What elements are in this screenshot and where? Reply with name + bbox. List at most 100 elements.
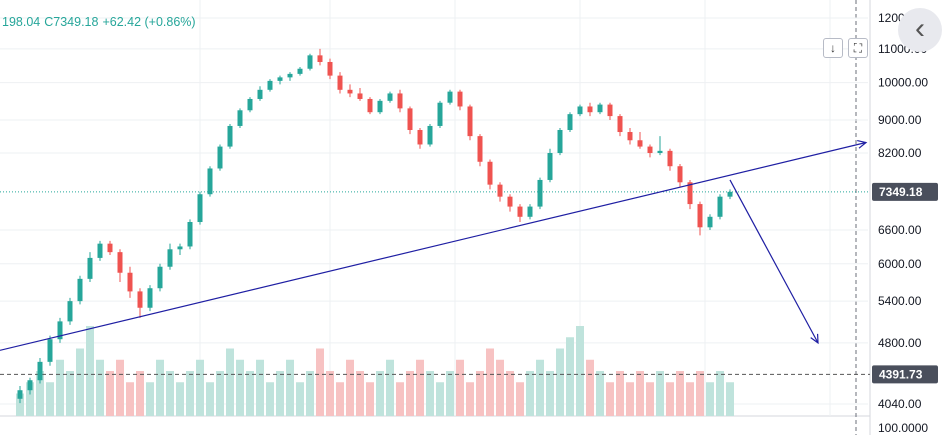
volume-bar: [26, 382, 34, 416]
volume-bar: [76, 348, 84, 416]
y-tick-label: 5400.00: [878, 294, 922, 308]
candle-body: [427, 125, 433, 145]
volume-bar: [106, 371, 114, 416]
volume-bar: [696, 371, 704, 416]
candle-body: [317, 55, 323, 62]
volume-bar: [56, 359, 64, 416]
volume-bar: [96, 359, 104, 416]
candle-body: [167, 249, 173, 267]
candle-body: [467, 106, 473, 137]
change-value: +62.42 (+0.86%): [102, 15, 196, 29]
candle-body: [517, 206, 523, 217]
volume-bar: [526, 371, 534, 416]
volume-bar: [626, 382, 634, 416]
close-value: C7349.18: [44, 15, 99, 29]
volume-bar: [126, 382, 134, 416]
candle-body: [407, 108, 413, 130]
candle-body: [667, 150, 673, 167]
volume-bar: [686, 382, 694, 416]
volume-bar: [426, 371, 434, 416]
candle-body: [217, 146, 223, 169]
volume-bar: [666, 382, 674, 416]
value-a: 198.04: [2, 15, 41, 29]
current-price-badge-bg: [872, 182, 938, 201]
volume-bar: [546, 371, 554, 416]
candle-body: [127, 272, 133, 292]
candle-body: [277, 77, 283, 81]
candle-body: [187, 222, 193, 247]
volume-bar: [206, 382, 214, 416]
volume-bar: [156, 359, 164, 416]
volume-bar: [66, 371, 74, 416]
volume-bar: [356, 371, 364, 416]
candle-body: [657, 150, 663, 154]
candle-body: [727, 191, 733, 197]
volume-bar: [226, 348, 234, 416]
volume-bar: [136, 371, 144, 416]
volume-bar: [326, 371, 334, 416]
candle-body: [267, 80, 273, 90]
volume-bar: [436, 382, 444, 416]
candle-body: [307, 55, 313, 69]
candle-body: [697, 204, 703, 228]
candle-body: [437, 102, 443, 126]
volume-axis-label: 100.0000: [878, 421, 928, 435]
candle-body: [527, 206, 533, 217]
volume-bar: [246, 371, 254, 416]
candle-body: [227, 125, 233, 147]
candle-body: [397, 93, 403, 109]
trendline-arrowhead: [857, 140, 868, 149]
candle-body: [567, 114, 573, 130]
volume-bar: [196, 359, 204, 416]
candle-body: [547, 153, 553, 180]
candle-body: [197, 194, 203, 223]
volume-bar: [486, 348, 494, 416]
candle-body: [287, 73, 293, 78]
candle-body: [157, 266, 163, 289]
candle-body: [647, 146, 653, 154]
y-tick-label: 10000.00: [878, 76, 928, 90]
candle-body: [607, 104, 613, 117]
candle-body: [137, 291, 143, 308]
candle-body: [87, 257, 93, 279]
volume-bar: [706, 382, 714, 416]
volume-bar: [636, 371, 644, 416]
fullscreen-button[interactable]: ⛶: [848, 38, 868, 58]
nav-back-button[interactable]: ‹: [898, 8, 942, 52]
candle-body: [337, 75, 343, 90]
candle-body: [247, 98, 253, 111]
candle-body: [717, 196, 723, 217]
volume-bar: [586, 359, 594, 416]
volume-bar: [366, 382, 374, 416]
volume-bar: [396, 382, 404, 416]
volume-bar: [606, 382, 614, 416]
y-tick-label: 4040.00: [878, 397, 922, 411]
volume-bar: [416, 359, 424, 416]
y-tick-label: 6600.00: [878, 223, 922, 237]
volume-bar: [86, 326, 94, 416]
volume-bar: [446, 371, 454, 416]
volume-bar: [596, 371, 604, 416]
volume-bar: [466, 382, 474, 416]
candle-body: [417, 129, 423, 145]
candle-body: [67, 301, 73, 322]
download-button[interactable]: ↓: [823, 38, 843, 58]
candle-body: [537, 179, 543, 207]
volume-bar: [406, 371, 414, 416]
candle-body: [107, 243, 113, 253]
candle-body: [257, 89, 263, 99]
candle-body: [37, 361, 43, 381]
volume-bar: [296, 382, 304, 416]
candle-body: [357, 93, 363, 99]
volume-bar: [456, 359, 464, 416]
candle-body: [57, 321, 63, 340]
projection-arrow: [729, 179, 819, 344]
candle-body: [487, 161, 493, 185]
candle-body: [207, 168, 213, 195]
y-tick-label: 8200.00: [878, 146, 922, 160]
volume-bar: [316, 348, 324, 416]
volume-bar: [336, 382, 344, 416]
volume-bar: [146, 382, 154, 416]
